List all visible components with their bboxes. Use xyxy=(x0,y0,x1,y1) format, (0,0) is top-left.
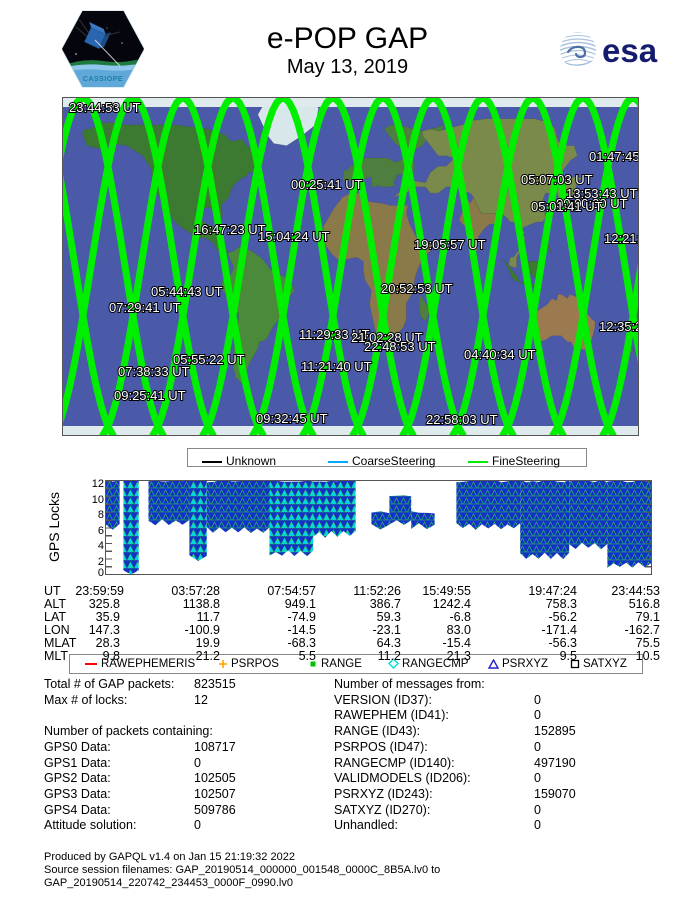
svg-text:05:07:03 UT: 05:07:03 UT xyxy=(521,172,593,187)
svg-text:CASSIOPE: CASSIOPE xyxy=(83,76,123,83)
svg-text:05:44:43 UT: 05:44:43 UT xyxy=(151,284,223,299)
svg-text:15:04:24 UT: 15:04:24 UT xyxy=(258,229,330,244)
svg-text:07:29:41 UT: 07:29:41 UT xyxy=(109,300,181,315)
svg-text:05:01:41 UT: 05:01:41 UT xyxy=(531,199,603,214)
svg-text:esa: esa xyxy=(602,32,658,69)
svg-text:16:47:23 UT: 16:47:23 UT xyxy=(194,222,266,237)
svg-text:01:47:45 UT: 01:47:45 UT xyxy=(589,149,638,164)
svg-text:09:32:45 UT: 09:32:45 UT xyxy=(256,411,328,426)
svg-text:19:05:57 UT: 19:05:57 UT xyxy=(414,237,486,252)
svg-text:20:52:53 UT: 20:52:53 UT xyxy=(381,281,453,296)
svg-text:12:21:41 UT: 12:21:41 UT xyxy=(604,231,638,246)
svg-text:00:25:41 UT: 00:25:41 UT xyxy=(291,177,363,192)
svg-text:11:21:40 UT: 11:21:40 UT xyxy=(301,359,372,374)
svg-text:12:35:28 UT: 12:35:28 UT xyxy=(599,319,638,334)
svg-text:22:48:53 UT: 22:48:53 UT xyxy=(364,339,436,354)
svg-text:07:38:33 UT: 07:38:33 UT xyxy=(118,364,190,379)
svg-text:23:44:53 UT: 23:44:53 UT xyxy=(69,100,141,115)
svg-text:04:40:34 UT: 04:40:34 UT xyxy=(464,347,536,362)
svg-text:09:25:41 UT: 09:25:41 UT xyxy=(114,388,186,403)
svg-text:22:58:03 UT: 22:58:03 UT xyxy=(426,412,498,427)
